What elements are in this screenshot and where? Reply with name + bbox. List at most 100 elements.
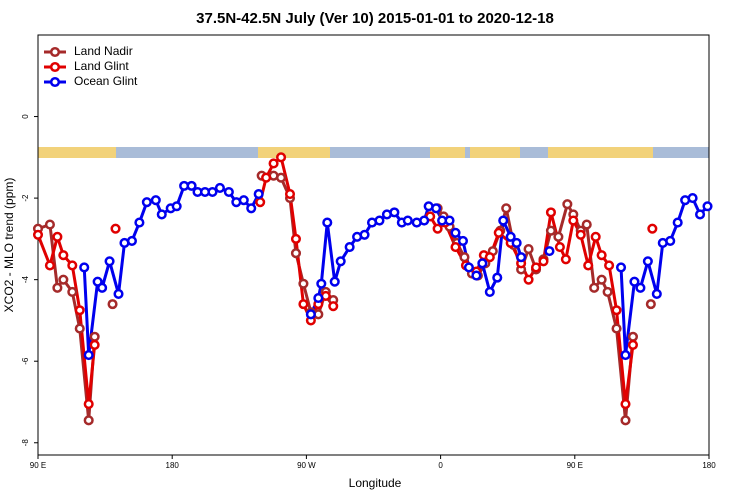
data-point [83,350,94,361]
data-point [389,207,400,218]
plot-frame [37,34,710,456]
data-point [328,301,339,312]
data-point [261,172,272,183]
data-point [44,260,55,271]
data-point [545,225,556,236]
data-point [322,217,333,228]
data-point [581,219,592,230]
data-point [583,260,594,271]
data-point [238,195,249,206]
data-point [604,260,615,271]
chart-title: 37.5N-42.5N July (Ver 10) 2015-01-01 to … [196,10,554,27]
data-point [695,209,706,220]
data-point [44,219,55,230]
legend-label: Land Nadir [74,44,133,58]
data-point [665,235,676,246]
data-point [107,299,118,310]
data-point [67,286,78,297]
data-point [316,278,327,289]
data-point [374,215,385,226]
data-point [635,282,646,293]
data-point [672,217,683,228]
data-point [457,235,469,246]
data-point [113,288,124,299]
data-point [432,223,443,234]
data-point [493,227,504,238]
x-tick-label: 90 W [297,461,316,470]
data-point [83,398,94,410]
data-point [32,229,44,240]
data-point [629,276,640,287]
data-point [335,256,346,267]
data-point [141,197,152,208]
data-point [58,250,69,261]
data-point [568,215,579,226]
land-strip [430,147,465,158]
data-point [611,323,622,334]
data-point [207,186,218,198]
data-point [553,231,564,242]
data-point [359,229,370,240]
data-point [74,305,85,316]
data-point [67,260,78,271]
data-point [255,197,266,208]
data-point [505,231,516,242]
data-point [538,256,549,267]
data-point [246,203,257,214]
land-strip [470,147,520,158]
data-point [134,217,145,228]
data-point [523,244,534,255]
data-point [450,227,461,238]
data-point [284,188,296,200]
data-point [554,241,565,253]
data-point [402,215,413,226]
data-point [74,323,85,334]
data-point [484,286,495,297]
data-point [498,215,509,226]
data-point [602,286,613,297]
data-point [313,292,324,304]
data-point [298,299,309,310]
data-point [627,339,639,350]
data-point [276,152,287,163]
legend-label: Ocean Glint [74,74,138,88]
x-tick-label: 180 [702,461,716,470]
data-point [89,339,100,350]
y-tick-label: 0 [21,114,30,119]
x-tick-label: 90 E [30,461,46,470]
y-axis-label: XCO2 - MLO trend (ppm) [2,178,16,313]
data-point [575,229,586,240]
land-strip [548,147,653,158]
data-point [83,415,94,426]
data-point [615,262,627,273]
data-point [79,262,90,273]
data-point [104,256,115,267]
x-axis-label: Longitude [349,476,402,490]
data-point [642,256,653,267]
data-point [620,415,631,426]
data-point [647,223,658,234]
data-point [627,331,639,342]
x-tick-label: 180 [166,461,180,470]
data-point [344,241,355,253]
data-point [305,309,316,320]
x-tick-label: 0 [438,461,443,470]
data-point [329,276,340,287]
data-point [492,272,503,283]
data-point [611,305,622,316]
data-point [545,207,556,218]
data-point [459,252,470,263]
data-point [253,188,264,200]
data-point [463,262,474,273]
data-point [596,274,607,285]
land-strip [38,147,116,158]
data-point [651,288,662,299]
data-point [186,180,197,191]
y-tick-label: -8 [21,439,30,447]
data-point [171,201,182,212]
y-tick-label: -6 [21,357,30,365]
data-point [702,201,713,212]
land-strip [258,147,330,158]
series-line [38,176,651,421]
data-point [620,398,631,410]
